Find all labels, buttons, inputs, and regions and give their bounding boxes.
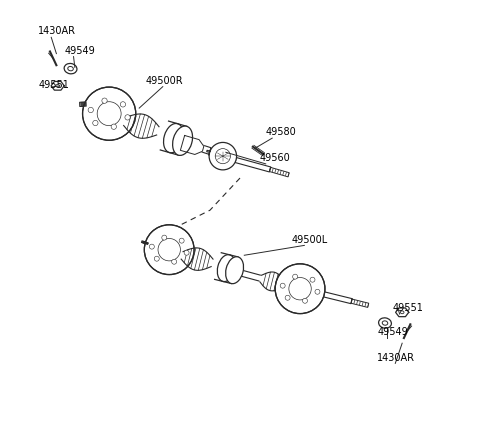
Polygon shape — [396, 308, 409, 317]
Polygon shape — [269, 167, 289, 177]
Polygon shape — [177, 137, 211, 154]
Ellipse shape — [217, 255, 235, 281]
Circle shape — [172, 259, 177, 264]
Ellipse shape — [64, 63, 77, 74]
Circle shape — [209, 142, 237, 170]
Circle shape — [293, 274, 298, 279]
Circle shape — [179, 238, 184, 243]
Text: 49551: 49551 — [392, 303, 423, 313]
Text: 49560: 49560 — [259, 153, 290, 163]
Text: 49549: 49549 — [377, 327, 408, 337]
Polygon shape — [323, 292, 352, 304]
Circle shape — [184, 250, 189, 255]
Circle shape — [315, 289, 320, 294]
Ellipse shape — [164, 124, 183, 153]
Polygon shape — [351, 299, 369, 308]
Polygon shape — [51, 82, 64, 90]
Circle shape — [125, 115, 130, 120]
Circle shape — [102, 98, 107, 103]
Ellipse shape — [379, 318, 391, 328]
Ellipse shape — [68, 66, 73, 71]
Polygon shape — [80, 102, 87, 106]
Polygon shape — [260, 272, 285, 291]
Circle shape — [285, 295, 290, 300]
Text: 49551: 49551 — [38, 80, 69, 90]
Text: 1430AR: 1430AR — [377, 353, 415, 363]
Circle shape — [149, 244, 155, 249]
Circle shape — [280, 283, 285, 288]
Circle shape — [120, 102, 126, 107]
Ellipse shape — [226, 257, 243, 284]
Circle shape — [310, 277, 315, 282]
Circle shape — [88, 107, 94, 113]
Circle shape — [154, 256, 159, 261]
Ellipse shape — [382, 321, 388, 325]
Polygon shape — [180, 136, 204, 154]
Polygon shape — [233, 268, 266, 283]
Text: 49500L: 49500L — [291, 235, 328, 245]
Polygon shape — [124, 114, 159, 138]
Polygon shape — [142, 241, 149, 245]
Text: 49580: 49580 — [266, 127, 297, 137]
Circle shape — [162, 235, 167, 240]
Polygon shape — [235, 157, 271, 172]
Ellipse shape — [400, 311, 404, 314]
Polygon shape — [207, 150, 213, 153]
Text: 49500R: 49500R — [145, 76, 183, 86]
Polygon shape — [181, 248, 213, 270]
Text: 49549: 49549 — [64, 46, 95, 56]
Circle shape — [83, 87, 136, 140]
Circle shape — [111, 124, 117, 130]
Circle shape — [302, 298, 308, 303]
Circle shape — [144, 225, 194, 275]
Circle shape — [275, 264, 325, 314]
Ellipse shape — [173, 126, 192, 155]
Circle shape — [93, 121, 98, 126]
Ellipse shape — [56, 85, 60, 87]
Text: 1430AR: 1430AR — [38, 27, 76, 36]
